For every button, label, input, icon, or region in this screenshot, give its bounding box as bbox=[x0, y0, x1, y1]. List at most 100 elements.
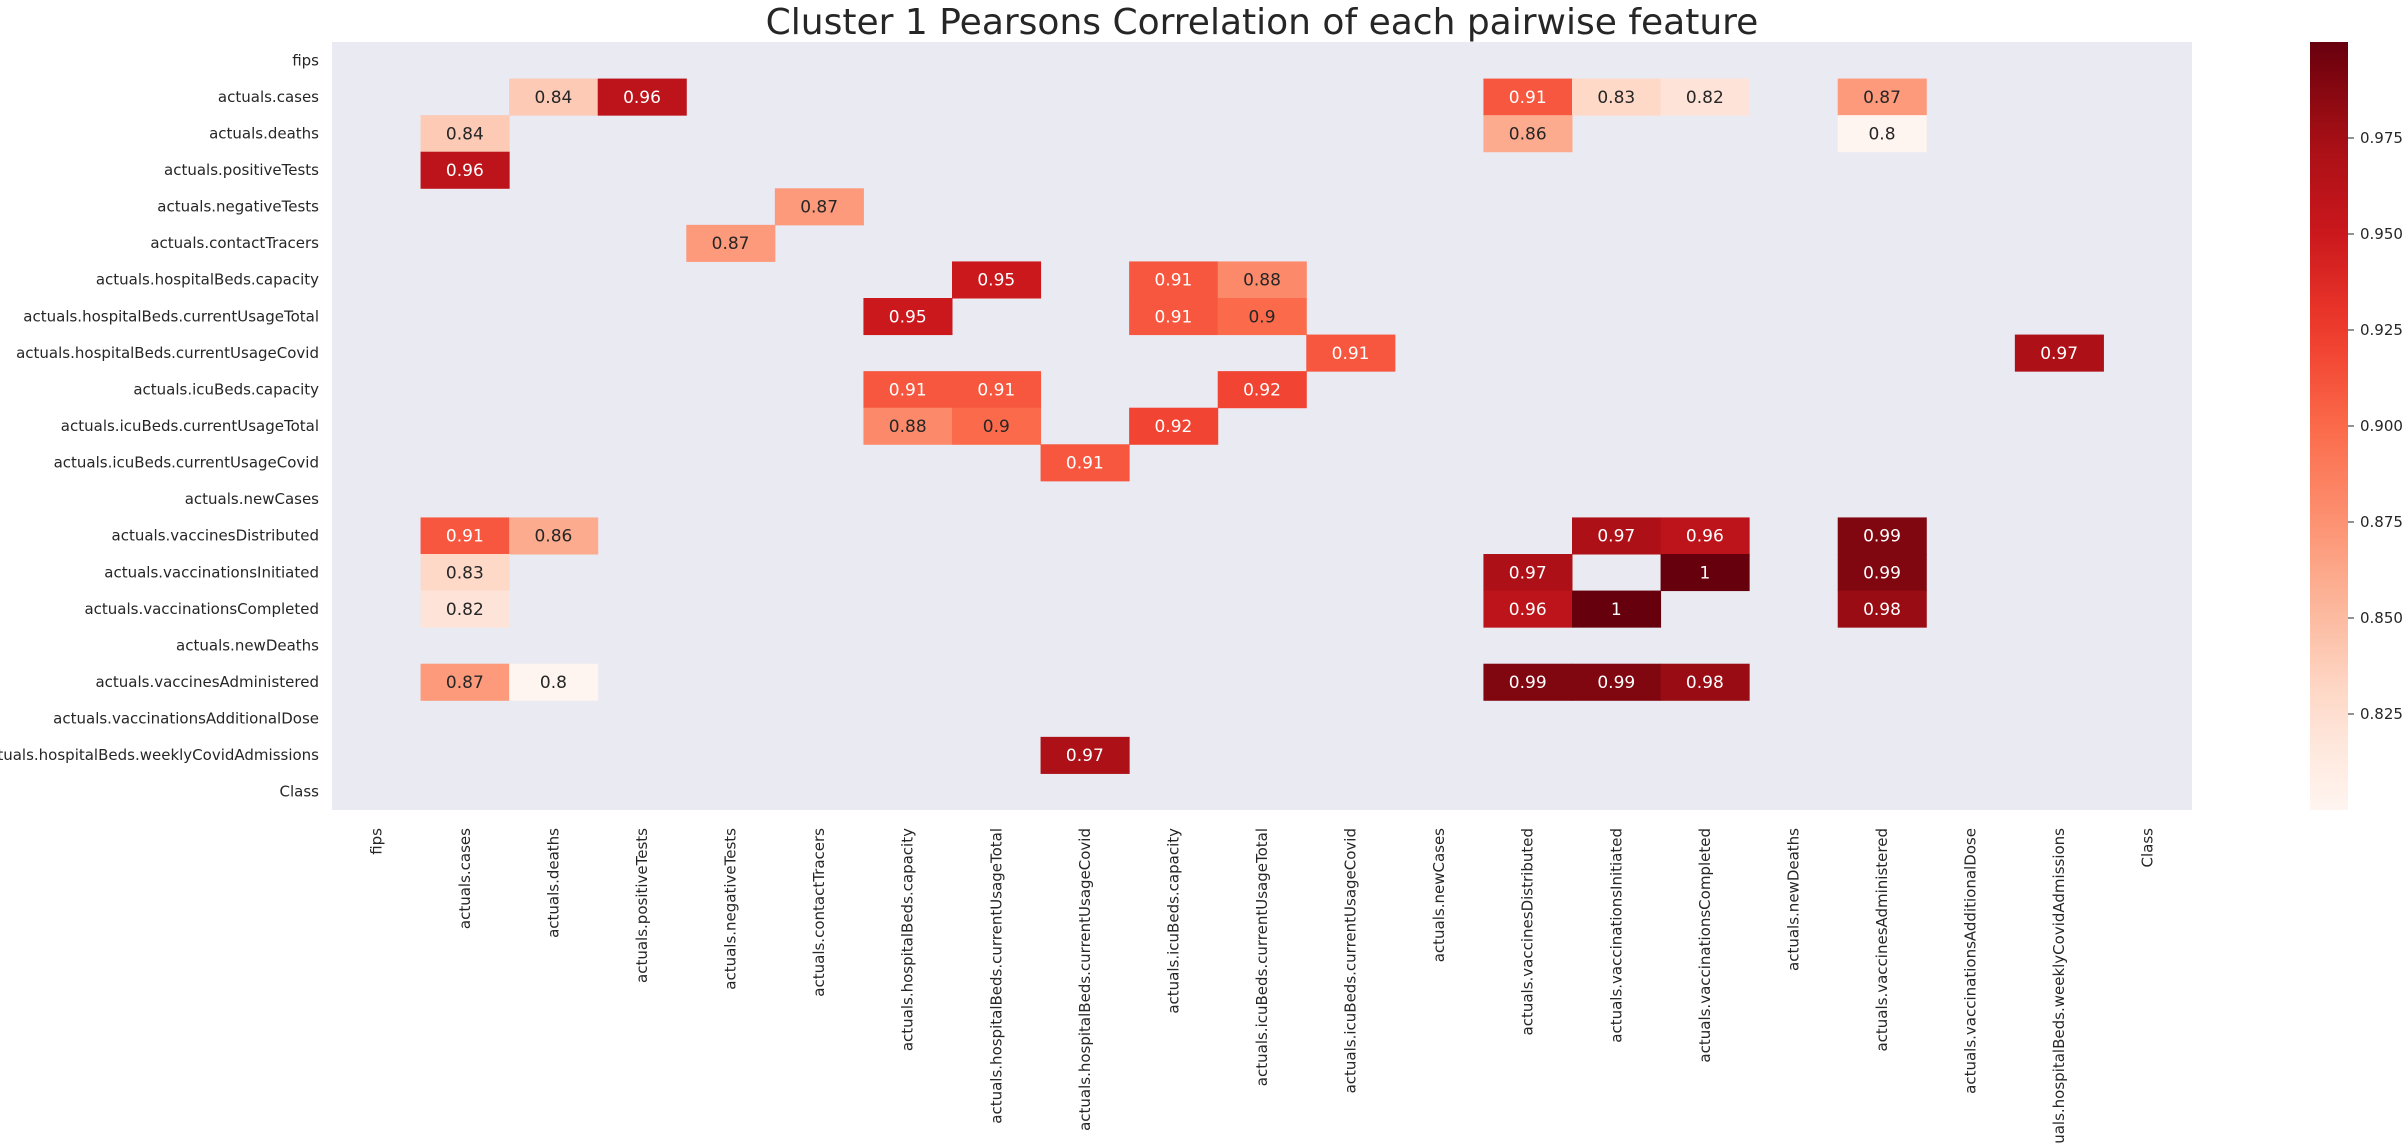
heatmap-cell bbox=[952, 371, 1042, 409]
heatmap-cell bbox=[597, 78, 687, 116]
heatmap-cell bbox=[1572, 663, 1662, 701]
heatmap-cell bbox=[1217, 298, 1307, 336]
y-tick-label: actuals.contactTracers bbox=[150, 234, 319, 252]
y-tick-label: actuals.icuBeds.currentUsageTotal bbox=[61, 417, 319, 435]
heatmap-cell-label: 0.87 bbox=[1863, 88, 1901, 108]
heatmap-cell-label: 0.97 bbox=[1597, 527, 1635, 547]
y-tick-label: actuals.vaccinationsInitiated bbox=[104, 563, 319, 581]
heatmap-cell bbox=[952, 261, 1042, 299]
x-axis-tick-labels: fips actuals.cases actuals.deaths actuals.p… bbox=[367, 828, 2156, 1144]
x-tick-label: actuals.hospitalBeds.weeklyCovidAdmissio… bbox=[2050, 828, 2068, 1144]
heatmap-cell-label: 0.96 bbox=[446, 161, 484, 181]
y-tick-label: actuals.icuBeds.currentUsageCovid bbox=[54, 454, 319, 472]
heatmap-cell bbox=[509, 78, 599, 116]
heatmap-cell bbox=[1572, 590, 1662, 628]
heatmap-cell bbox=[1217, 371, 1307, 409]
y-tick-label: actuals.hospitalBeds.capacity bbox=[96, 271, 319, 289]
heatmap-cell-label: 0.9 bbox=[983, 417, 1010, 437]
heatmap-cell bbox=[2014, 334, 2104, 372]
colorbar-tick-label: 0.875 bbox=[2360, 513, 2403, 531]
x-tick-label: actuals.deaths bbox=[544, 828, 562, 938]
heatmap-cell-label: 0.84 bbox=[534, 88, 572, 108]
heatmap-cell bbox=[1483, 554, 1573, 592]
heatmap-cell bbox=[509, 517, 599, 555]
heatmap-cell-label: 0.86 bbox=[534, 527, 572, 547]
heatmap-cell-label: 0.92 bbox=[1243, 380, 1281, 400]
y-tick-label: actuals.cases bbox=[218, 88, 319, 106]
x-tick-label: actuals.icuBeds.capacity bbox=[1164, 828, 1182, 1014]
heatmap-cell-label: 0.99 bbox=[1509, 673, 1547, 693]
heatmap-cell bbox=[1129, 407, 1219, 445]
heatmap-cell-label: 0.96 bbox=[623, 88, 661, 108]
heatmap-cell-label: 0.88 bbox=[889, 417, 927, 437]
heatmap-cell bbox=[1660, 663, 1750, 701]
heatmap-cell-label: 0.87 bbox=[446, 673, 484, 693]
y-tick-label: actuals.hospitalBeds.currentUsageCovid bbox=[16, 344, 319, 362]
heatmap-cell-label: 0.92 bbox=[1154, 417, 1192, 437]
heatmap-cell-label: 0.95 bbox=[889, 307, 927, 327]
heatmap-cell bbox=[1837, 517, 1927, 555]
chart-title: Cluster 1 Pearsons Correlation of each p… bbox=[766, 2, 1759, 43]
x-tick-label: actuals.icuBeds.currentUsageCovid bbox=[1342, 828, 1360, 1093]
heatmap-cell bbox=[1129, 261, 1219, 299]
y-tick-label: actuals.vaccinationsCompleted bbox=[84, 600, 319, 618]
colorbar-tick-label: 0.950 bbox=[2360, 225, 2403, 243]
heatmap-cell bbox=[1483, 115, 1573, 153]
heatmap-cell-label: 0.84 bbox=[446, 124, 484, 144]
x-tick-label: actuals.hospitalBeds.capacity bbox=[899, 828, 917, 1051]
x-tick-label: Class bbox=[2139, 828, 2157, 868]
heatmap-cell bbox=[1837, 115, 1927, 153]
heatmap-cell bbox=[1837, 590, 1927, 628]
heatmap-cell bbox=[420, 663, 510, 701]
heatmap-cell bbox=[863, 371, 953, 409]
y-tick-label: actuals.icuBeds.capacity bbox=[133, 380, 319, 398]
heatmap-cell-label: 0.87 bbox=[800, 198, 838, 218]
colorbar-tick-label: 0.925 bbox=[2360, 321, 2403, 339]
y-tick-label: Class bbox=[280, 783, 320, 801]
x-tick-label: actuals.icuBeds.currentUsageTotal bbox=[1253, 828, 1271, 1086]
y-tick-label: actuals.vaccinesDistributed bbox=[112, 527, 319, 545]
colorbar-tick-label: 0.975 bbox=[2360, 129, 2403, 147]
heatmap-cell bbox=[863, 298, 953, 336]
heatmap-cell bbox=[1217, 261, 1307, 299]
heatmap-cell bbox=[1129, 298, 1219, 336]
heatmap-cell-label: 0.99 bbox=[1863, 527, 1901, 547]
x-tick-label: actuals.newDeaths bbox=[1784, 828, 1802, 971]
colorbar bbox=[2310, 42, 2348, 810]
y-tick-label: actuals.hospitalBeds.currentUsageTotal bbox=[23, 307, 319, 325]
heatmap-cell-label: 0.91 bbox=[1509, 88, 1547, 108]
heatmap-cell bbox=[1483, 663, 1573, 701]
y-tick-label: actuals.vaccinationsAdditionalDose bbox=[53, 710, 319, 728]
x-tick-label: actuals.vaccinationsCompleted bbox=[1696, 828, 1714, 1063]
heatmap-cell-label: 0.99 bbox=[1597, 673, 1635, 693]
heatmap-cell bbox=[420, 115, 510, 153]
heatmap-cell-label: 0.8 bbox=[1868, 124, 1895, 144]
heatmap-cell bbox=[1660, 78, 1750, 116]
heatmap-cell bbox=[420, 590, 510, 628]
heatmap-cell-label: 0.97 bbox=[2040, 344, 2078, 364]
heatmap-cell-label: 0.9 bbox=[1248, 307, 1275, 327]
plot-background bbox=[332, 42, 2192, 810]
x-tick-label: actuals.negativeTests bbox=[722, 828, 740, 990]
heatmap-cell-label: 0.82 bbox=[1686, 88, 1724, 108]
heatmap-cell bbox=[1660, 517, 1750, 555]
heatmap-cell-label: 0.96 bbox=[1509, 600, 1547, 620]
heatmap-cell-label: 0.95 bbox=[977, 271, 1015, 291]
colorbar-ticks: 0.825 0.850 0.875 0.900 0.925 0.950 0.975 bbox=[2348, 129, 2403, 723]
y-axis-tick-labels: fips actuals.cases actuals.deaths actuals.p… bbox=[0, 51, 319, 800]
x-tick-label: actuals.vaccinationsInitiated bbox=[1607, 828, 1625, 1043]
x-tick-label: actuals.hospitalBeds.currentUsageCovid bbox=[1076, 828, 1094, 1131]
x-tick-label: actuals.contactTracers bbox=[810, 828, 828, 997]
heatmap-cell-label: 0.96 bbox=[1686, 527, 1724, 547]
heatmap-cell-label: 0.86 bbox=[1509, 124, 1547, 144]
heatmap-cell bbox=[420, 151, 510, 189]
y-tick-label: actuals.vaccinesAdministered bbox=[95, 673, 319, 691]
x-tick-label: actuals.vaccinesAdministered bbox=[1873, 828, 1891, 1052]
heatmap-cell-label: 0.88 bbox=[1243, 271, 1281, 291]
heatmap-cell bbox=[1837, 78, 1927, 116]
x-tick-label: actuals.vaccinationsAdditionalDose bbox=[1962, 828, 1980, 1094]
heatmap-cell-label: 0.91 bbox=[1066, 454, 1104, 474]
colorbar-tick-label: 0.850 bbox=[2360, 609, 2403, 627]
heatmap-cell bbox=[686, 224, 776, 262]
